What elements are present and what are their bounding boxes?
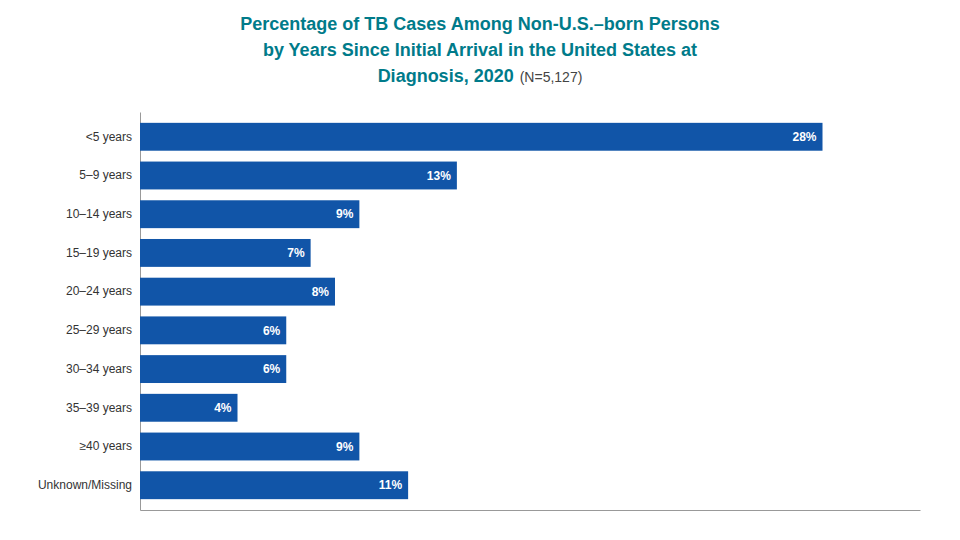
data-label: 4% (214, 401, 232, 415)
bar (140, 200, 359, 228)
data-label: 8% (312, 285, 330, 299)
bar (140, 278, 335, 306)
bar (140, 123, 823, 151)
bar (140, 355, 286, 383)
bars (140, 123, 823, 499)
plot-area: <5 years 5–9 years 10–14 years 15–19 years 2… (38, 113, 921, 511)
bar (140, 316, 286, 344)
title: by Years Since Initial Arrival in the Un… (263, 40, 697, 60)
y-tick: ≥40 years (79, 439, 132, 453)
y-tick-label: 20–24 years (66, 284, 132, 298)
bar (140, 433, 359, 461)
y-tick-label: 35–39 years (66, 401, 132, 415)
y-tick: 25–29 years (66, 323, 132, 337)
data-labels: 28% 13% 9% 7% 8% 6% 6% 4% 9% 11% (214, 130, 817, 492)
y-tick-label: 10–14 years (66, 207, 132, 221)
y-tick-label: 30–34 years (66, 362, 132, 376)
x-axis (141, 510, 921, 511)
y-tick-label: 15–19 years (66, 246, 132, 260)
data-label: 28% (792, 130, 816, 144)
y-tick: 5–9 years (79, 168, 132, 182)
y-tick: 35–39 years (66, 401, 132, 415)
y-tick: 20–24 years (66, 284, 132, 298)
data-label: 9% (336, 440, 354, 454)
data-label: 6% (263, 324, 281, 338)
y-tick: 30–34 years (66, 362, 132, 376)
title: Percentage of TB Cases Among Non-U.S.–bo… (240, 14, 719, 34)
data-label: 9% (336, 207, 354, 221)
bar (140, 162, 457, 190)
y-tick-label: 5–9 years (79, 168, 132, 182)
y-tick: <5 years (86, 130, 132, 144)
y-tick-label: Unknown/Missing (38, 478, 132, 492)
chart-svg: Percentage of TB Cases Among Non-U.S.–bo… (0, 0, 960, 540)
x-axis-line (141, 510, 921, 511)
bar (140, 394, 238, 422)
data-label: 11% (379, 478, 403, 492)
bar (140, 239, 311, 267)
data-label: 6% (263, 362, 281, 376)
bar (140, 471, 408, 499)
y-tick-label: <5 years (86, 130, 132, 144)
y-tick: 10–14 years (66, 207, 132, 221)
data-label: 7% (287, 246, 305, 260)
y-tick: Unknown/Missing (38, 478, 132, 492)
y-tick-label: ≥40 years (79, 439, 132, 453)
subtitle: (N=5,127) (520, 69, 583, 85)
y-tick: 15–19 years (66, 246, 132, 260)
data-label: 13% (427, 169, 451, 183)
y-tick-label: 25–29 years (66, 323, 132, 337)
title: Diagnosis, 2020 (378, 66, 514, 86)
y-axis: <5 years 5–9 years 10–14 years 15–19 years 2… (38, 113, 141, 511)
